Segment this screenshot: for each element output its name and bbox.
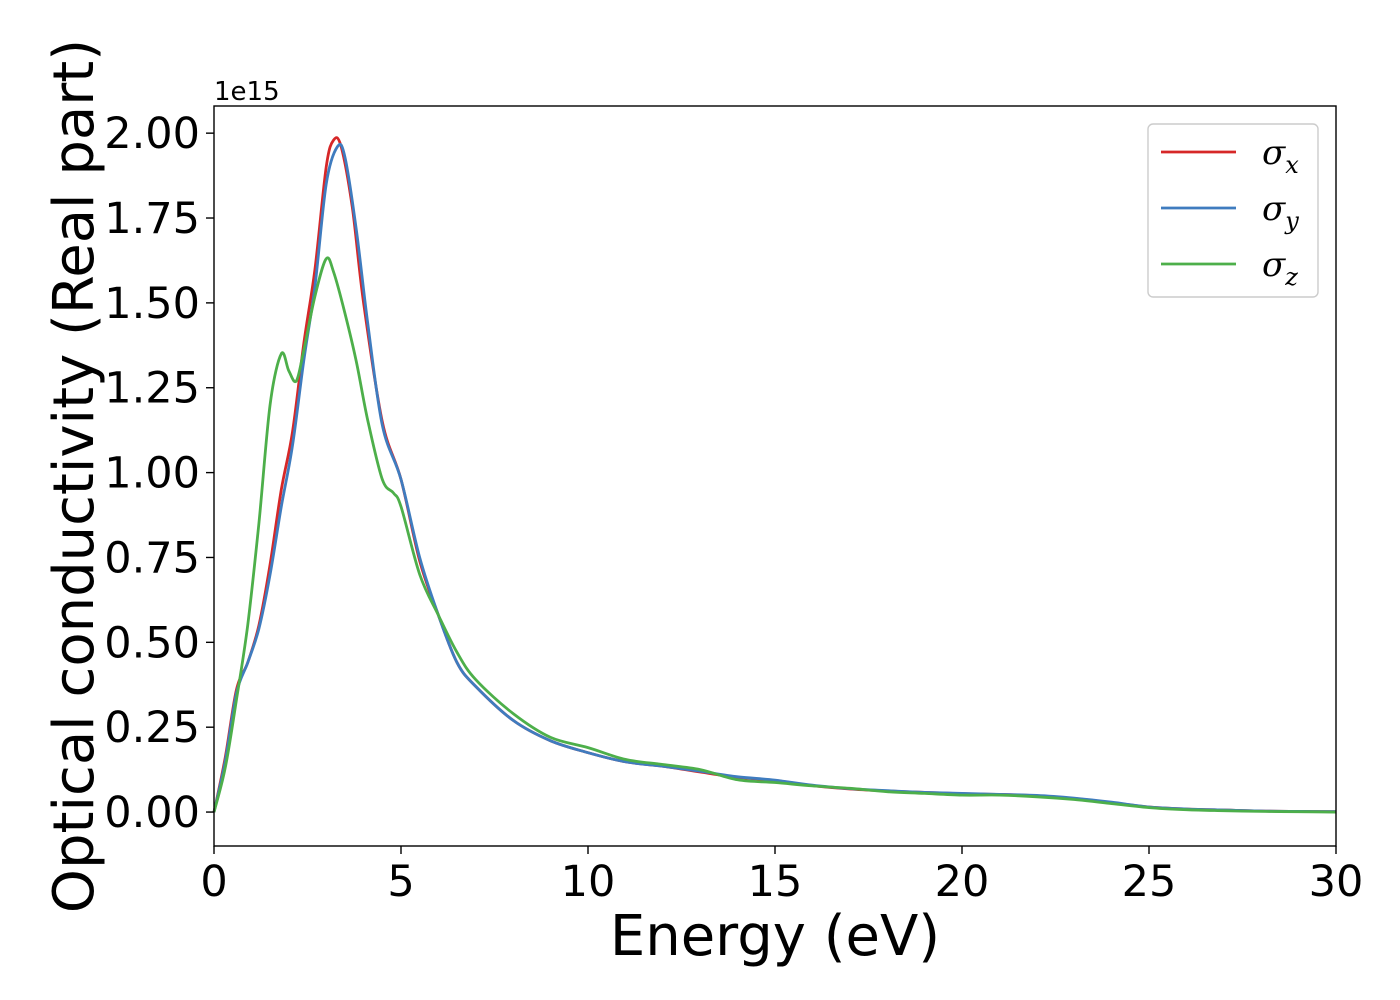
x-tick-label: 20: [935, 857, 990, 907]
x-tick-label: 25: [1122, 857, 1177, 907]
legend-label-y: σy: [1262, 189, 1299, 235]
legend-label-x: σx: [1262, 133, 1299, 179]
legend-box: [1147, 123, 1319, 298]
y-tick-label: 0.75: [104, 533, 200, 583]
x-axis: 0 5 10 15 20 25 30: [200, 846, 1363, 907]
y-tick-label: 1.00: [104, 449, 200, 499]
legend: σx σy σz: [1147, 123, 1319, 298]
y-tick-label: 0.00: [104, 788, 200, 838]
x-axis-title: Energy (eV): [610, 904, 940, 969]
y-tick-label: 1.75: [104, 194, 200, 244]
x-tick-label: 15: [748, 857, 803, 907]
x-tick-label: 0: [200, 857, 227, 907]
series-line-y: [212, 142, 1337, 814]
y-tick-label: 1.25: [104, 364, 200, 414]
x-tick-label: 5: [387, 857, 414, 907]
y-axis: 0.00 0.25 0.50 0.75 1.00 1.25 1.50 1.75 2.00: [104, 109, 214, 838]
y-tick-label: 2.00: [104, 109, 200, 159]
y-offset-label: 1e15: [214, 77, 280, 107]
legend-label-z: σz: [1262, 245, 1298, 291]
y-tick-label: 0.50: [104, 618, 200, 668]
y-axis-title: Optical conductivity (Real part): [42, 39, 107, 913]
series-layer: [212, 136, 1337, 814]
y-tick-label: 1.50: [104, 279, 200, 329]
x-tick-label: 10: [561, 857, 616, 907]
series-line-z: [212, 256, 1337, 814]
x-tick-label: 30: [1309, 857, 1364, 907]
y-tick-label: 0.25: [104, 703, 200, 753]
